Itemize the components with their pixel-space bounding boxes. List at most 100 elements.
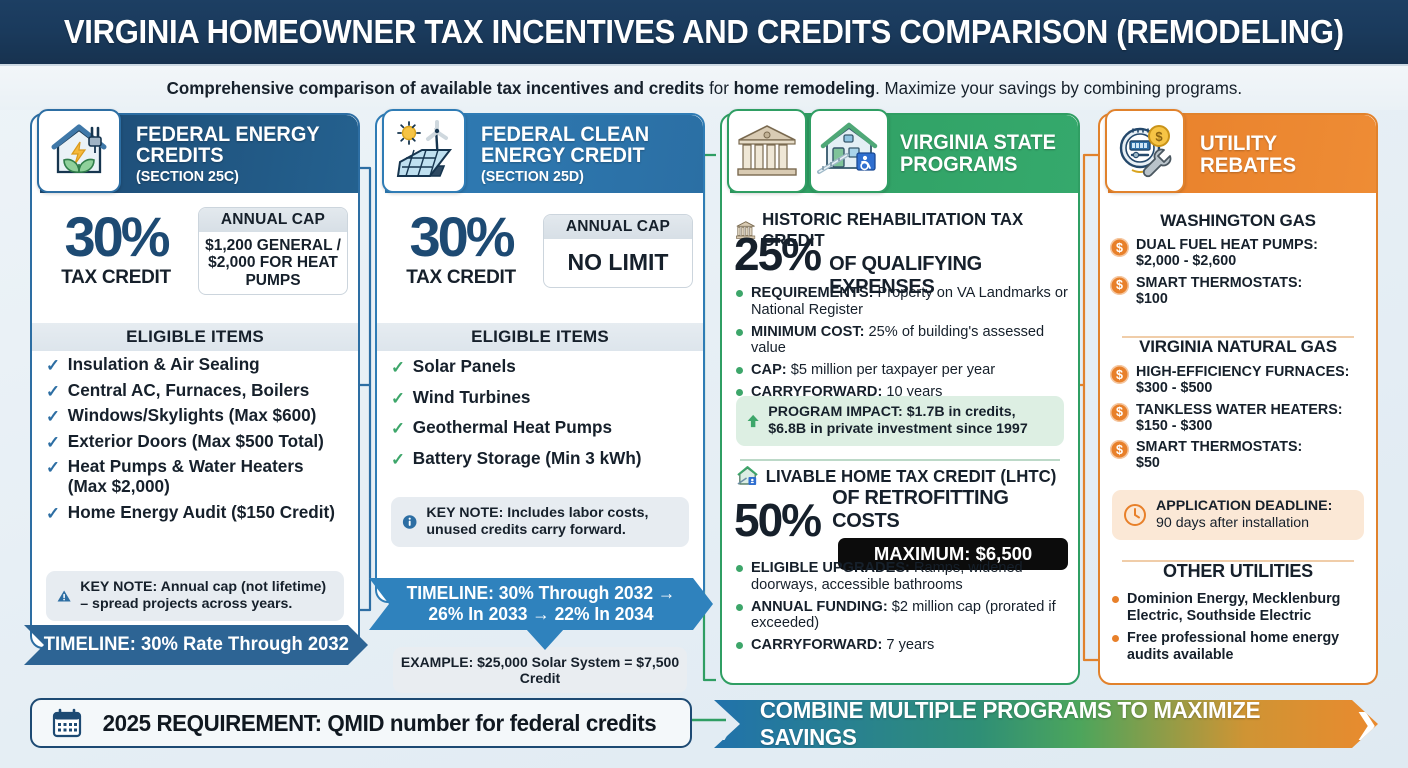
card2-note-text: KEY NOTE: Includes labor costs, unused c…: [426, 505, 649, 539]
bullet-dot-icon: [736, 565, 743, 572]
card1-subtitle: (SECTION 25C): [136, 167, 239, 185]
program2-name: LIVABLE HOME TAX CREDIT (LHTC): [765, 465, 1057, 486]
card2-ribbon-text: TIMELINE: 30% Through 2032 → 26% In 2033…: [406, 583, 676, 624]
card2-example: EXAMPLE: $25,000 Solar System = $7,500 C…: [393, 647, 687, 693]
card2-item-2: Geothermal Heat Pumps: [412, 417, 612, 438]
utility-other-1: Free professional home energy audits ava…: [1127, 630, 1340, 663]
program2-percent: 50%: [734, 494, 822, 546]
rebate-value: $300 - $500: [1136, 380, 1213, 397]
bullet-label: ANNUAL FUNDING:: [751, 598, 888, 615]
rebate-value: $2,000 - $2,600: [1136, 253, 1237, 270]
list-item: $ TANKLESS WATER HEATERS: $150 - $300: [1110, 402, 1368, 435]
list-item: ✓ Heat Pumps & Water Heaters (Max $2,000): [46, 457, 342, 496]
card1-ribbon-text: TIMELINE: 30% Rate Through 2032: [43, 634, 349, 656]
list-item: ✓ Geothermal Heat Pumps: [391, 418, 687, 438]
check-icon: ✓: [391, 449, 405, 469]
page-header-bar: VIRGINIA HOMEOWNER TAX INCENTIVES AND CR…: [0, 0, 1408, 66]
rebate-value: $150 - $300: [1136, 417, 1213, 434]
bullet-value: 10 years: [882, 383, 943, 400]
card2-icon-tile: [382, 109, 466, 193]
solar-wind-icon: [396, 120, 453, 177]
card1-item-0: Insulation & Air Sealing: [67, 354, 260, 374]
rebate-value: $50: [1136, 455, 1160, 472]
footer-requirement-box: 2025 REQUIREMENT: QMID number for federa…: [30, 698, 692, 748]
rebate-label: SMART THERMOSTATS:: [1136, 439, 1303, 456]
card-virginia-state-programs: VIRGINIA STATE PROGRAMS HISTORIC REHABIL…: [720, 109, 1080, 685]
utility-group-0-items: $ DUAL FUEL HEAT PUMPS: $2,000 - $2,600 $ S…: [1110, 237, 1368, 312]
list-item: ✓ Battery Storage (Min 3 kWh): [391, 448, 687, 469]
card3-body: VIRGINIA STATE PROGRAMS HISTORIC REHABIL…: [720, 113, 1080, 685]
card1-percent: 30%: [64, 205, 170, 269]
card1-percent-row: 30% TAX CREDIT ANNUAL CAP $1,200 GENERAL…: [42, 205, 348, 296]
card4-title-block: UTILITY REBATES: [1200, 132, 1360, 176]
list-item: Free professional home energy audits ava…: [1112, 630, 1366, 663]
utility-deadline-text: APPLICATION DEADLINE: 90 days after insta…: [1156, 498, 1332, 532]
card2-annual-cap: ANNUAL CAP NO LIMIT: [543, 213, 693, 288]
list-item: ✓ Central AC, Furnaces, Boilers: [46, 379, 342, 401]
classical-building-icon: [737, 125, 797, 176]
bullet-label: CARRYFORWARD:: [751, 383, 883, 400]
dollar-coin-icon: $: [1110, 365, 1129, 384]
program2-heading: LIVABLE HOME TAX CREDIT (LHTC): [736, 465, 1056, 487]
bullet-label: MINIMUM COST:: [751, 323, 865, 340]
rebate-label: HIGH-EFFICIENCY FURNACES:: [1136, 364, 1350, 380]
bullet-dot-icon: [736, 603, 743, 611]
bullet-label: CARRYFORWARD:: [751, 637, 883, 654]
utility-deadline-value: 90 days after installation: [1156, 515, 1310, 532]
program1-name: HISTORIC REHABILITATION TAX CREDIT: [762, 209, 1024, 250]
rebate-text: SMART THERMOSTATS: $50: [1136, 439, 1302, 472]
check-icon: ✓: [391, 388, 405, 408]
bullet-text: REQUIREMENTS: Property on VA Landmarks o…: [751, 285, 1068, 319]
card2-timeline-ribbon: TIMELINE: 30% Through 2032 → 26% In 2033…: [369, 578, 713, 630]
bullet-text: CARRYFORWARD: 7 years: [751, 637, 934, 654]
card2-percent-row: 30% TAX CREDIT ANNUAL CAP NO LIMIT: [387, 209, 693, 289]
card-federal-energy-credits: FEDERAL ENERGY CREDITS (SECTION 25C) 30%…: [30, 109, 360, 649]
card1-items-header: ELIGIBLE ITEMS: [32, 323, 358, 351]
bullet-label: ELIGIBLE UPGRADES:: [751, 560, 910, 576]
clock-icon: [1124, 504, 1146, 527]
card2-item-0: Solar Panels: [412, 356, 516, 376]
rebate-label: SMART THERMOSTATS:: [1136, 274, 1303, 291]
check-icon: ✓: [46, 407, 60, 427]
card1-percent-block: 30% TAX CREDIT: [42, 205, 190, 289]
list-item: ✓ Home Energy Audit ($150 Credit): [46, 502, 342, 523]
rebate-label: TANKLESS WATER HEATERS:: [1136, 401, 1343, 418]
svg-text:$: $: [1155, 129, 1163, 144]
comparison-columns: FEDERAL ENERGY CREDITS (SECTION 25C) 30%…: [30, 109, 1378, 693]
bullet-dot-icon: [736, 642, 743, 650]
rebate-value: $100: [1136, 290, 1168, 307]
card3-icon-tile-building: [727, 109, 807, 193]
list-item: ✓ Insulation & Air Sealing: [46, 354, 342, 375]
bullet-text: CARRYFORWARD: 10 years: [751, 384, 942, 401]
eco-house-plug-icon: [51, 124, 107, 174]
meter-wrench-dollar-icon: $: [1119, 125, 1172, 178]
rebate-text: SMART THERMOSTATS: $100: [1136, 275, 1302, 308]
card1-timeline-ribbon: TIMELINE: 30% Rate Through 2032: [24, 625, 368, 665]
utility-other-title: OTHER UTILITIES: [1162, 561, 1313, 581]
card2-header: FEDERAL CLEAN ENERGY CREDIT (SECTION 25D…: [385, 115, 703, 193]
program1-impact: PROGRAM IMPACT: $1.7B in credits, $6.8B …: [736, 396, 1064, 447]
card1-item-1: Central AC, Furnaces, Boilers: [67, 379, 310, 400]
card4-icon-tile: $: [1105, 109, 1185, 193]
subtitle-bold-1: Comprehensive comparison of available ta…: [166, 77, 704, 98]
card2-percent-block: 30% TAX CREDIT: [387, 209, 535, 289]
card3-icon-tile-accessible-home: [809, 109, 889, 193]
list-item: ✓ Exterior Doors (Max $500 Total): [46, 431, 342, 452]
bank-columns-icon: [736, 221, 756, 239]
bullet-dot-icon: [1112, 635, 1119, 643]
check-icon: ✓: [391, 358, 405, 377]
list-item: REQUIREMENTS: Property on VA Landmarks o…: [736, 285, 1068, 319]
list-item: $ HIGH-EFFICIENCY FURNACES: $300 - $500: [1110, 364, 1368, 397]
list-item: ELIGIBLE UPGRADES: Ramps, widened doorwa…: [736, 560, 1068, 594]
card1-cap-value: $1,200 GENERAL / $2,000 FOR HEAT PUMPS: [205, 237, 341, 289]
utility-deadline-title: APPLICATION DEADLINE:: [1156, 498, 1333, 514]
utility-group-0-name: WASHINGTON GAS: [1160, 211, 1316, 230]
program2-maximum-pill: MAXIMUM: $6,500: [838, 538, 1068, 570]
dollar-coin-icon: $: [1110, 275, 1129, 295]
bullet-value: $5 million per taxpayer per year: [786, 362, 996, 379]
card4-body: UTILITY REBATES WASHINGTON GAS $ DUAL FUE…: [1098, 113, 1378, 685]
card1-item-2: Windows/Skylights (Max $600): [67, 405, 317, 426]
rebate-text: HIGH-EFFICIENCY FURNACES: $300 - $500: [1136, 364, 1349, 397]
list-item: $ DUAL FUEL HEAT PUMPS: $2,000 - $2,600: [1110, 237, 1368, 270]
bullet-text: ELIGIBLE UPGRADES: Ramps, widened doorwa…: [751, 560, 1068, 594]
